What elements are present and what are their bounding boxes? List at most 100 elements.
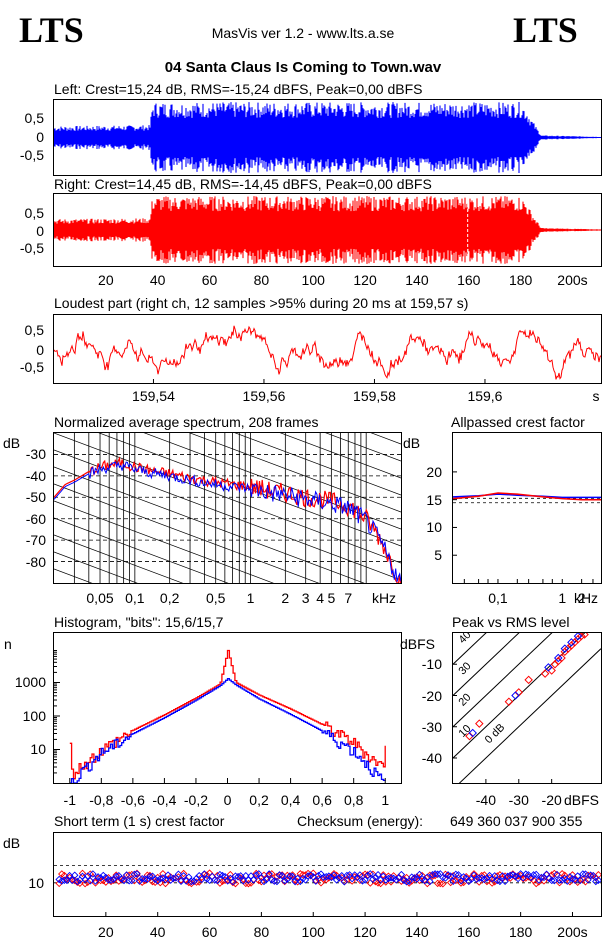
scatter-point bbox=[498, 872, 507, 880]
loudest-part-title: Loudest part (right ch, 12 samples >95% … bbox=[54, 295, 469, 311]
scatter-point bbox=[581, 870, 590, 878]
scatter-point bbox=[280, 876, 289, 885]
scatter-point bbox=[459, 873, 468, 881]
scatter-point bbox=[185, 873, 193, 881]
y-tick-label: -30 bbox=[25, 446, 46, 463]
scatter-point bbox=[558, 876, 566, 884]
loudest-y-tick: 0,5 bbox=[24, 322, 44, 338]
x-unit-label: kHz bbox=[573, 590, 599, 606]
scatter-point bbox=[400, 875, 408, 884]
short-crest-title: Short term (1 s) crest factor bbox=[54, 813, 225, 829]
short-crest-y-label: dB bbox=[3, 835, 21, 851]
slope-line bbox=[54, 551, 138, 583]
scatter-point bbox=[63, 876, 71, 885]
y-tick-label: -70 bbox=[25, 532, 46, 549]
y-tick-label: -50 bbox=[25, 489, 46, 506]
x-tick-label: -0,2 bbox=[183, 792, 209, 808]
scatter-point bbox=[102, 878, 110, 886]
scatter-point bbox=[468, 728, 477, 738]
scatter-point bbox=[566, 873, 574, 881]
allpass-y-label: dB bbox=[403, 435, 421, 451]
x-tick-label: 7 bbox=[344, 590, 353, 606]
x-tick-label: 100 bbox=[301, 924, 325, 940]
x-unit-label: kHz bbox=[371, 590, 397, 606]
scatter-point bbox=[511, 691, 520, 700]
scatter-point bbox=[55, 875, 63, 884]
x-tick-label: 2 bbox=[577, 590, 586, 606]
x-tick-label: -0,6 bbox=[120, 792, 145, 808]
slope-line bbox=[279, 433, 401, 479]
scatter-point bbox=[353, 873, 362, 882]
checksum-label: Checksum (energy): bbox=[297, 813, 424, 829]
x-tick-label: 0,6 bbox=[312, 792, 332, 808]
scatter-point bbox=[265, 870, 273, 878]
slope-line bbox=[234, 433, 401, 496]
scatter-point bbox=[444, 871, 452, 879]
scatter-point bbox=[392, 876, 400, 884]
x-tick-label: -0,8 bbox=[89, 792, 114, 808]
x-tick-label: 0,2 bbox=[159, 590, 180, 606]
x-tick-label: 1 bbox=[246, 590, 255, 606]
histogram-series bbox=[69, 678, 386, 783]
x-tick-label: 0,1 bbox=[488, 590, 508, 606]
scatter-point bbox=[159, 874, 167, 882]
x-tick-label: 200s bbox=[557, 272, 588, 288]
x-tick-label: 160 bbox=[457, 924, 481, 940]
scatter-point bbox=[70, 871, 79, 879]
loudest-trace bbox=[54, 325, 601, 380]
scatter-point bbox=[268, 876, 276, 884]
scatter-point bbox=[483, 874, 491, 882]
scatter-point bbox=[223, 877, 232, 885]
allpass-frame bbox=[452, 432, 602, 584]
scatter-point bbox=[567, 638, 576, 647]
scatter-point bbox=[439, 879, 447, 888]
scatter-point bbox=[120, 876, 128, 885]
x-tick-label: 80 bbox=[253, 272, 270, 288]
scatter-point bbox=[239, 877, 247, 885]
right-waveform-plot bbox=[54, 194, 601, 266]
x-tick-label: 60 bbox=[201, 924, 218, 940]
scatter-point bbox=[148, 872, 157, 881]
slope-line bbox=[325, 433, 401, 462]
slope-line bbox=[54, 568, 93, 583]
scatter-point bbox=[490, 872, 499, 880]
scatter-point bbox=[115, 877, 123, 885]
scatter-point bbox=[65, 871, 74, 880]
scatter-point bbox=[350, 871, 359, 879]
scatter-point bbox=[299, 874, 307, 883]
scatter-point bbox=[229, 877, 237, 886]
scatter-point bbox=[159, 869, 167, 878]
slope-line bbox=[54, 500, 274, 583]
loudest-y-tick: 0 bbox=[36, 342, 44, 358]
histogram-series bbox=[69, 649, 386, 780]
scatter-point bbox=[109, 875, 118, 884]
scatter-point bbox=[356, 871, 364, 879]
left-y-tick: -0,5 bbox=[19, 147, 44, 163]
slope-line bbox=[54, 449, 401, 581]
y-tick-label: -60 bbox=[25, 510, 46, 527]
scatter-point bbox=[540, 669, 550, 678]
scatter-point bbox=[65, 873, 74, 882]
y-tick-label: 15 bbox=[426, 491, 442, 508]
scatter-point bbox=[415, 876, 424, 885]
scatter-point bbox=[580, 633, 589, 639]
crest-line-label: 0 dB bbox=[483, 722, 507, 746]
x-tick-label: 40 bbox=[149, 272, 166, 288]
scatter-point bbox=[527, 873, 535, 882]
scatter-point bbox=[524, 675, 533, 685]
x-tick-label: 20 bbox=[98, 272, 114, 288]
scatter-point bbox=[488, 879, 496, 887]
right-y-tick: 0 bbox=[36, 223, 44, 239]
crest-line bbox=[453, 633, 487, 665]
scatter-point bbox=[340, 878, 349, 886]
crest-line bbox=[453, 633, 586, 759]
scatter-point bbox=[288, 872, 297, 881]
slope-line bbox=[189, 433, 401, 513]
scatter-point bbox=[280, 877, 289, 886]
file-name: 04 Santa Claus Is Coming to Town.wav bbox=[164, 59, 442, 76]
scatter-point bbox=[293, 874, 302, 883]
crest-line-label: 20 bbox=[457, 691, 474, 708]
crest-line-label: 30 bbox=[457, 660, 474, 677]
slope-line bbox=[54, 466, 365, 583]
scatter-point bbox=[55, 879, 63, 888]
